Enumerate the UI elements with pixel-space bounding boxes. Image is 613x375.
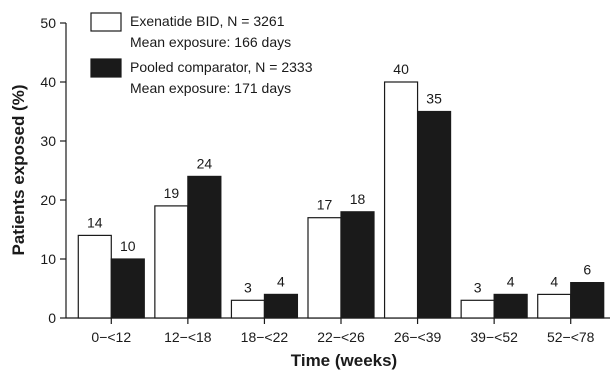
bar-exenatide [154,205,189,319]
x-tick-label: 39−<52 [470,329,518,345]
bar-comparator [187,175,222,319]
data-label-exenatide: 14 [87,214,103,230]
x-tick-label: 52−<78 [547,329,595,345]
data-label-exenatide: 4 [550,273,558,289]
bar-exenatide [383,81,419,319]
data-label-comparator: 35 [426,91,442,107]
y-ticks: 0 10 20 30 40 50 [40,15,66,326]
data-label-exenatide: 3 [244,279,252,295]
bar-exenatide [230,299,266,319]
bar-comparator [416,110,452,319]
bar-comparator [340,211,375,319]
x-tick-label: 26−<39 [394,329,442,345]
bar-comparator [110,258,145,319]
bars [77,81,605,319]
x-axis-title: Time (weeks) [291,351,397,370]
data-label-comparator: 4 [277,273,285,289]
bar-exenatide [307,217,342,319]
bar-exenatide [460,299,495,319]
bar-comparator [570,282,605,319]
legend-note-exenatide: Mean exposure: 166 days [130,34,291,50]
x-tick-label: 18−<22 [241,329,289,345]
data-label-comparator: 18 [350,191,366,207]
data-label-comparator: 6 [583,262,591,278]
legend-swatch-comparator [90,58,122,78]
data-labels: 14 10 19 24 3 4 17 18 40 35 3 4 4 6 [87,61,591,295]
legend-label-comparator: Pooled comparator, N = 2333 [130,59,313,75]
y-tick-label: 40 [40,74,56,90]
y-tick-label: 50 [40,15,56,31]
data-label-exenatide: 19 [164,185,180,201]
legend-note-comparator: Mean exposure: 171 days [130,80,291,96]
legend-label-exenatide: Exenatide BID, N = 3261 [130,13,285,29]
x-tick-label: 12−<18 [164,329,212,345]
data-label-comparator: 10 [120,238,136,254]
bar-comparator [263,293,299,319]
bar-comparator [493,293,528,319]
legend-swatch-exenatide [90,12,122,32]
x-ticks: 0−<12 12−<18 18−<22 22−<26 26−<39 39−<52 52−<7… [91,318,595,345]
y-tick-label: 10 [40,251,56,267]
data-label-exenatide: 3 [474,279,482,295]
bar-exenatide [77,234,112,319]
data-label-comparator: 24 [197,155,213,171]
data-label-comparator: 4 [507,273,515,289]
data-label-exenatide: 40 [393,61,409,77]
y-tick-label: 30 [40,133,56,149]
data-label-exenatide: 17 [317,197,333,213]
y-tick-label: 20 [40,192,56,208]
y-axis-title: Patients exposed (%) [9,85,28,256]
x-tick-label: 22−<26 [317,329,365,345]
legend: Exenatide BID, N = 3261 Mean exposure: 1… [90,12,313,96]
y-tick-label: 0 [48,310,56,326]
bar-exenatide [537,293,572,319]
x-tick-label: 0−<12 [91,329,131,345]
